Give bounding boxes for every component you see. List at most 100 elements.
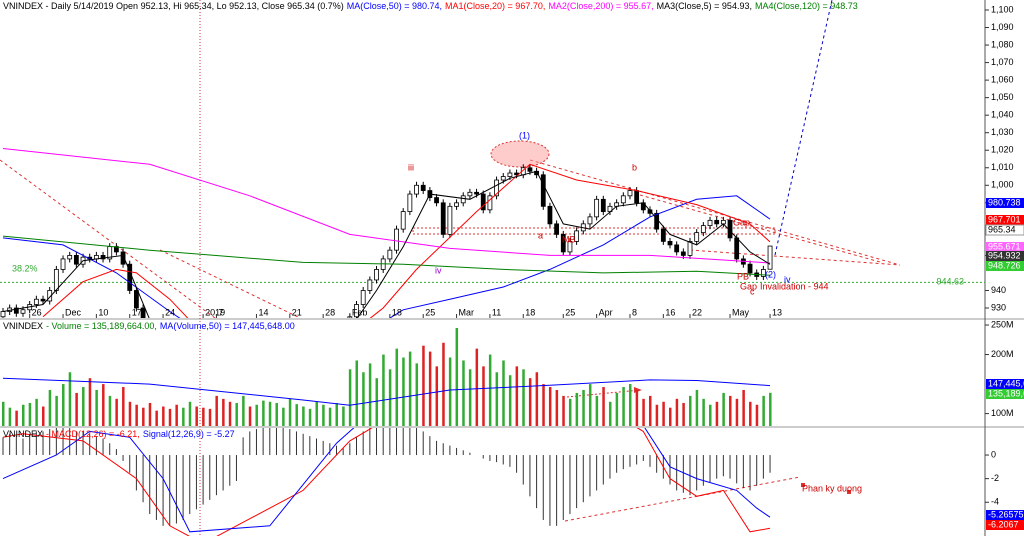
candle-body: [0, 311, 6, 318]
volume-bar: [402, 357, 405, 426]
trendline: [529, 159, 901, 266]
indicator-line: [2, 195, 771, 318]
volume-bar: [689, 395, 692, 426]
volume-bar: [215, 395, 218, 426]
candle-body: [60, 258, 66, 270]
volume-bar: [15, 410, 18, 426]
candle-body: [360, 290, 366, 305]
x-tick-label: Mar: [459, 307, 475, 317]
value-label-bg: [986, 251, 1024, 261]
y-tick-label: 1,040: [991, 110, 1014, 120]
candle-body: [507, 172, 513, 177]
volume-bar: [495, 372, 499, 426]
candle-body: [527, 167, 533, 172]
volume-bar: [628, 384, 632, 426]
header-part: MA2(Close,200) = 955.67,: [548, 1, 653, 11]
value-label-bg: [986, 242, 1024, 252]
y-tick-label: 930: [991, 302, 1006, 312]
indicator-line: [2, 235, 771, 276]
volume-bar: [648, 395, 652, 426]
indicator-line: [2, 170, 771, 318]
candle-body: [560, 233, 566, 253]
candle-body: [554, 223, 560, 235]
volume-bar: [235, 402, 238, 426]
value-label: 954.932: [988, 250, 1021, 260]
candle-body: [707, 219, 713, 227]
panel: [0, 148, 985, 318]
volume-bar: [328, 407, 332, 426]
x-tick-label: 28: [325, 307, 335, 317]
x-tick-label: 17: [132, 307, 142, 317]
annotation: iv: [784, 274, 791, 284]
value-label-bg: [986, 261, 1024, 271]
volume-bar: [622, 387, 625, 426]
trendline: [0, 159, 216, 318]
candle-body: [627, 190, 633, 197]
y-tick-label: 940: [991, 285, 1006, 295]
gap-zone: [412, 227, 776, 235]
volume-bar: [475, 348, 479, 426]
volume-bar: [729, 395, 732, 426]
volume-bar: [108, 395, 112, 426]
value-label: 135,189,6: [988, 388, 1024, 398]
value-label: -6.2067: [988, 519, 1019, 529]
volume-bar: [468, 369, 472, 426]
volume-bar: [202, 407, 205, 426]
candle-body: [374, 269, 379, 281]
x-tick-label: Apr: [599, 307, 613, 317]
volume-bar: [208, 408, 212, 426]
header-part: VNINDEX: [3, 321, 43, 331]
volume-bar: [95, 389, 98, 426]
candle-body: [440, 202, 446, 235]
volume-bar: [142, 407, 145, 426]
volume-bar: [615, 392, 619, 426]
volume-bar: [455, 327, 459, 426]
volume-bar: [662, 401, 665, 426]
volume-bar: [382, 354, 385, 426]
volume-bar: [48, 389, 52, 426]
candle-body: [454, 202, 459, 207]
value-label: 967.701: [988, 214, 1021, 224]
volume-bar: [535, 372, 539, 426]
indicator-line: [2, 428, 771, 533]
candle-body: [700, 225, 706, 234]
x-tick-label: 11: [492, 307, 501, 317]
volume-bar: [35, 398, 38, 426]
candle-body: [20, 309, 26, 314]
header-part: MA3(Close,5) = 954.93,: [657, 1, 752, 11]
candle-body: [500, 176, 506, 181]
annotation: 38.2%: [12, 263, 38, 273]
y-tick-label: 1,060: [991, 74, 1014, 84]
volume-bar: [542, 384, 545, 426]
volume-bar: [422, 345, 425, 426]
y-tick-label: 1,000: [991, 180, 1014, 190]
x-tick-label: 8: [632, 307, 637, 317]
value-label: 955.671: [988, 241, 1021, 251]
volume-bar: [162, 406, 165, 426]
volume-bar: [242, 395, 245, 426]
volume-bar: [502, 360, 505, 426]
value-label: -5.26575: [988, 509, 1024, 519]
value-label-bg: [986, 520, 1024, 530]
candle-body: [647, 209, 653, 214]
volume-bar: [669, 407, 672, 426]
volume-bar: [248, 406, 252, 426]
x-tick-label: 7: [218, 307, 223, 317]
candle-body: [620, 195, 626, 204]
y-tick-label: 250M: [991, 319, 1014, 329]
volume-bar: [515, 366, 519, 426]
volume-bar: [462, 360, 465, 426]
volume-bar: [122, 387, 125, 426]
volume-bar: [562, 395, 565, 426]
volume-bar: [655, 404, 659, 426]
header-part: MA(Close,50) = 980.74,: [347, 1, 442, 11]
candle-body: [394, 228, 399, 251]
candle-body: [420, 184, 426, 191]
level-label: 944.63: [936, 277, 964, 287]
candle-body: [587, 216, 593, 225]
x-tick-label: 18: [392, 307, 402, 317]
volume-bar: [682, 402, 685, 426]
x-tick-label: 10: [98, 307, 108, 317]
